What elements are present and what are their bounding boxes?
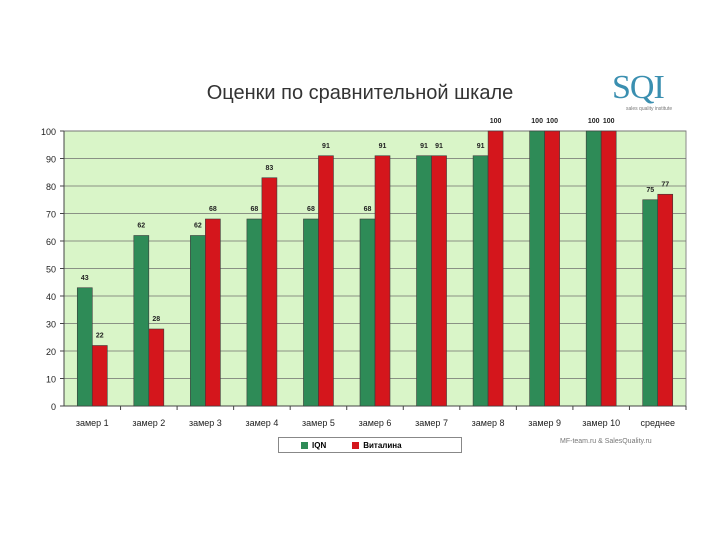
data-label: 91 xyxy=(420,143,428,150)
x-tick-label: замер 7 xyxy=(415,418,448,428)
legend-item-iqn: IQN xyxy=(301,441,326,450)
y-tick-label: 100 xyxy=(41,127,56,137)
bar-iqn xyxy=(585,130,602,407)
y-tick-label: 30 xyxy=(46,320,56,330)
legend: IQN Виталина xyxy=(278,437,462,453)
legend-label-vitalina: Виталина xyxy=(363,440,402,450)
data-label: 68 xyxy=(364,206,372,213)
bar-vitalina xyxy=(600,130,617,407)
bar-iqn xyxy=(76,287,93,407)
data-label: 43 xyxy=(81,275,89,282)
bar-iqn xyxy=(246,218,263,407)
data-label: 100 xyxy=(588,118,600,125)
data-label: 28 xyxy=(152,316,160,323)
x-tick-label: замер 6 xyxy=(359,418,392,428)
data-label: 75 xyxy=(646,187,654,194)
bar-iqn xyxy=(303,218,319,407)
y-tick-label: 70 xyxy=(46,210,56,220)
logo-text: SQI xyxy=(612,69,665,106)
bar-vitalina xyxy=(261,177,278,407)
x-tick-label: среднее xyxy=(640,418,675,428)
bar-vitalina xyxy=(544,130,560,407)
x-tick-label: замер 10 xyxy=(582,418,620,428)
bar-iqn xyxy=(416,155,432,407)
credit-text: MF-team.ru & SalesQuality.ru xyxy=(560,438,652,445)
bar-vitalina xyxy=(431,155,447,407)
data-label: 100 xyxy=(603,118,615,125)
bar-iqn xyxy=(642,199,659,407)
legend-label-iqn: IQN xyxy=(312,440,327,450)
x-tick-label: замер 5 xyxy=(302,418,335,428)
x-tick-label: замер 2 xyxy=(132,418,165,428)
bar-iqn xyxy=(133,235,150,407)
chart-title: Оценки по сравнительной шкале xyxy=(206,82,514,104)
y-tick-label: 20 xyxy=(46,347,56,357)
y-tick-label: 40 xyxy=(46,292,56,302)
data-label: 91 xyxy=(322,143,330,150)
bar-vitalina xyxy=(205,218,221,407)
bar-vitalina xyxy=(374,155,391,407)
y-tick-label: 50 xyxy=(46,265,56,275)
x-tick-label: замер 3 xyxy=(189,418,222,428)
data-label: 68 xyxy=(307,206,315,213)
bar-vitalina xyxy=(91,345,108,407)
bar-vitalina xyxy=(148,328,165,407)
legend-swatch-vitalina xyxy=(352,441,360,449)
data-label: 77 xyxy=(661,181,669,188)
x-tick-label: замер 4 xyxy=(245,418,278,428)
bar-iqn xyxy=(472,155,489,407)
bar-iqn xyxy=(529,130,545,407)
data-label: 91 xyxy=(435,143,443,150)
bar-iqn xyxy=(359,218,376,407)
y-tick-label: 60 xyxy=(46,237,56,247)
data-label: 62 xyxy=(137,223,145,230)
bar-vitalina xyxy=(487,130,504,407)
data-label: 100 xyxy=(531,118,543,125)
data-label: 68 xyxy=(209,206,217,213)
data-label: 91 xyxy=(477,143,485,150)
sqi-logo: SQI sales quality institute xyxy=(612,70,692,114)
logo-subtitle: sales quality institute xyxy=(626,106,673,112)
data-label: 100 xyxy=(546,118,558,125)
data-label: 91 xyxy=(379,143,387,150)
y-tick-label: 0 xyxy=(51,402,56,412)
bar-vitalina xyxy=(318,155,334,407)
x-tick-label: замер 8 xyxy=(472,418,505,428)
y-tick-label: 80 xyxy=(46,182,56,192)
y-tick-label: 10 xyxy=(46,375,56,385)
legend-item-vitalina: Виталина xyxy=(352,440,402,450)
data-label: 22 xyxy=(96,333,104,340)
bar-vitalina xyxy=(657,193,674,407)
y-tick-label: 90 xyxy=(46,155,56,165)
data-label: 68 xyxy=(251,206,259,213)
data-label: 100 xyxy=(490,118,502,125)
x-tick-label: замер 1 xyxy=(76,418,109,428)
data-label: 62 xyxy=(194,223,202,230)
data-label: 83 xyxy=(266,165,274,172)
x-tick-label: замер 9 xyxy=(528,418,561,428)
bar-iqn xyxy=(190,235,206,407)
legend-swatch-iqn xyxy=(301,441,308,449)
